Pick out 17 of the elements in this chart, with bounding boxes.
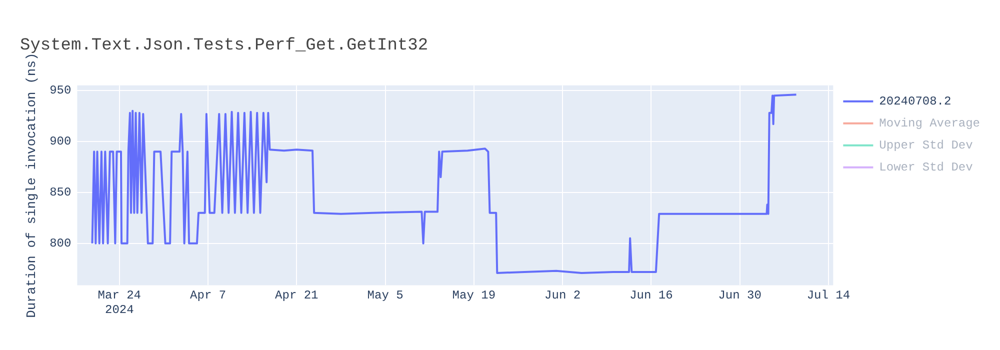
x-tick-label: Jul 14 [806,288,850,303]
x-tick-label: May 5 [367,288,404,303]
x-tick-label: Mar 24 2024 [98,288,142,317]
y-tick-label: 800 [50,236,72,251]
x-tick-label: Jun 30 [718,288,762,303]
x-tick-label: Jun 2 [544,288,581,303]
y-tick-label: 950 [50,84,72,98]
x-tick-label: May 19 [452,288,496,303]
x-tick-label: Apr 21 [275,288,318,303]
legend-label: Moving Average [879,116,980,131]
legend-label: Lower Std Dev [879,160,973,175]
x-tick-label: Jun 16 [630,288,673,303]
y-tick-label: 900 [50,134,72,149]
x-tick-label: Apr 7 [190,288,226,303]
y-tick-label: 850 [50,186,72,200]
legend-label: 20240708.2 [879,94,952,109]
legend-label: Upper Std Dev [879,138,973,153]
